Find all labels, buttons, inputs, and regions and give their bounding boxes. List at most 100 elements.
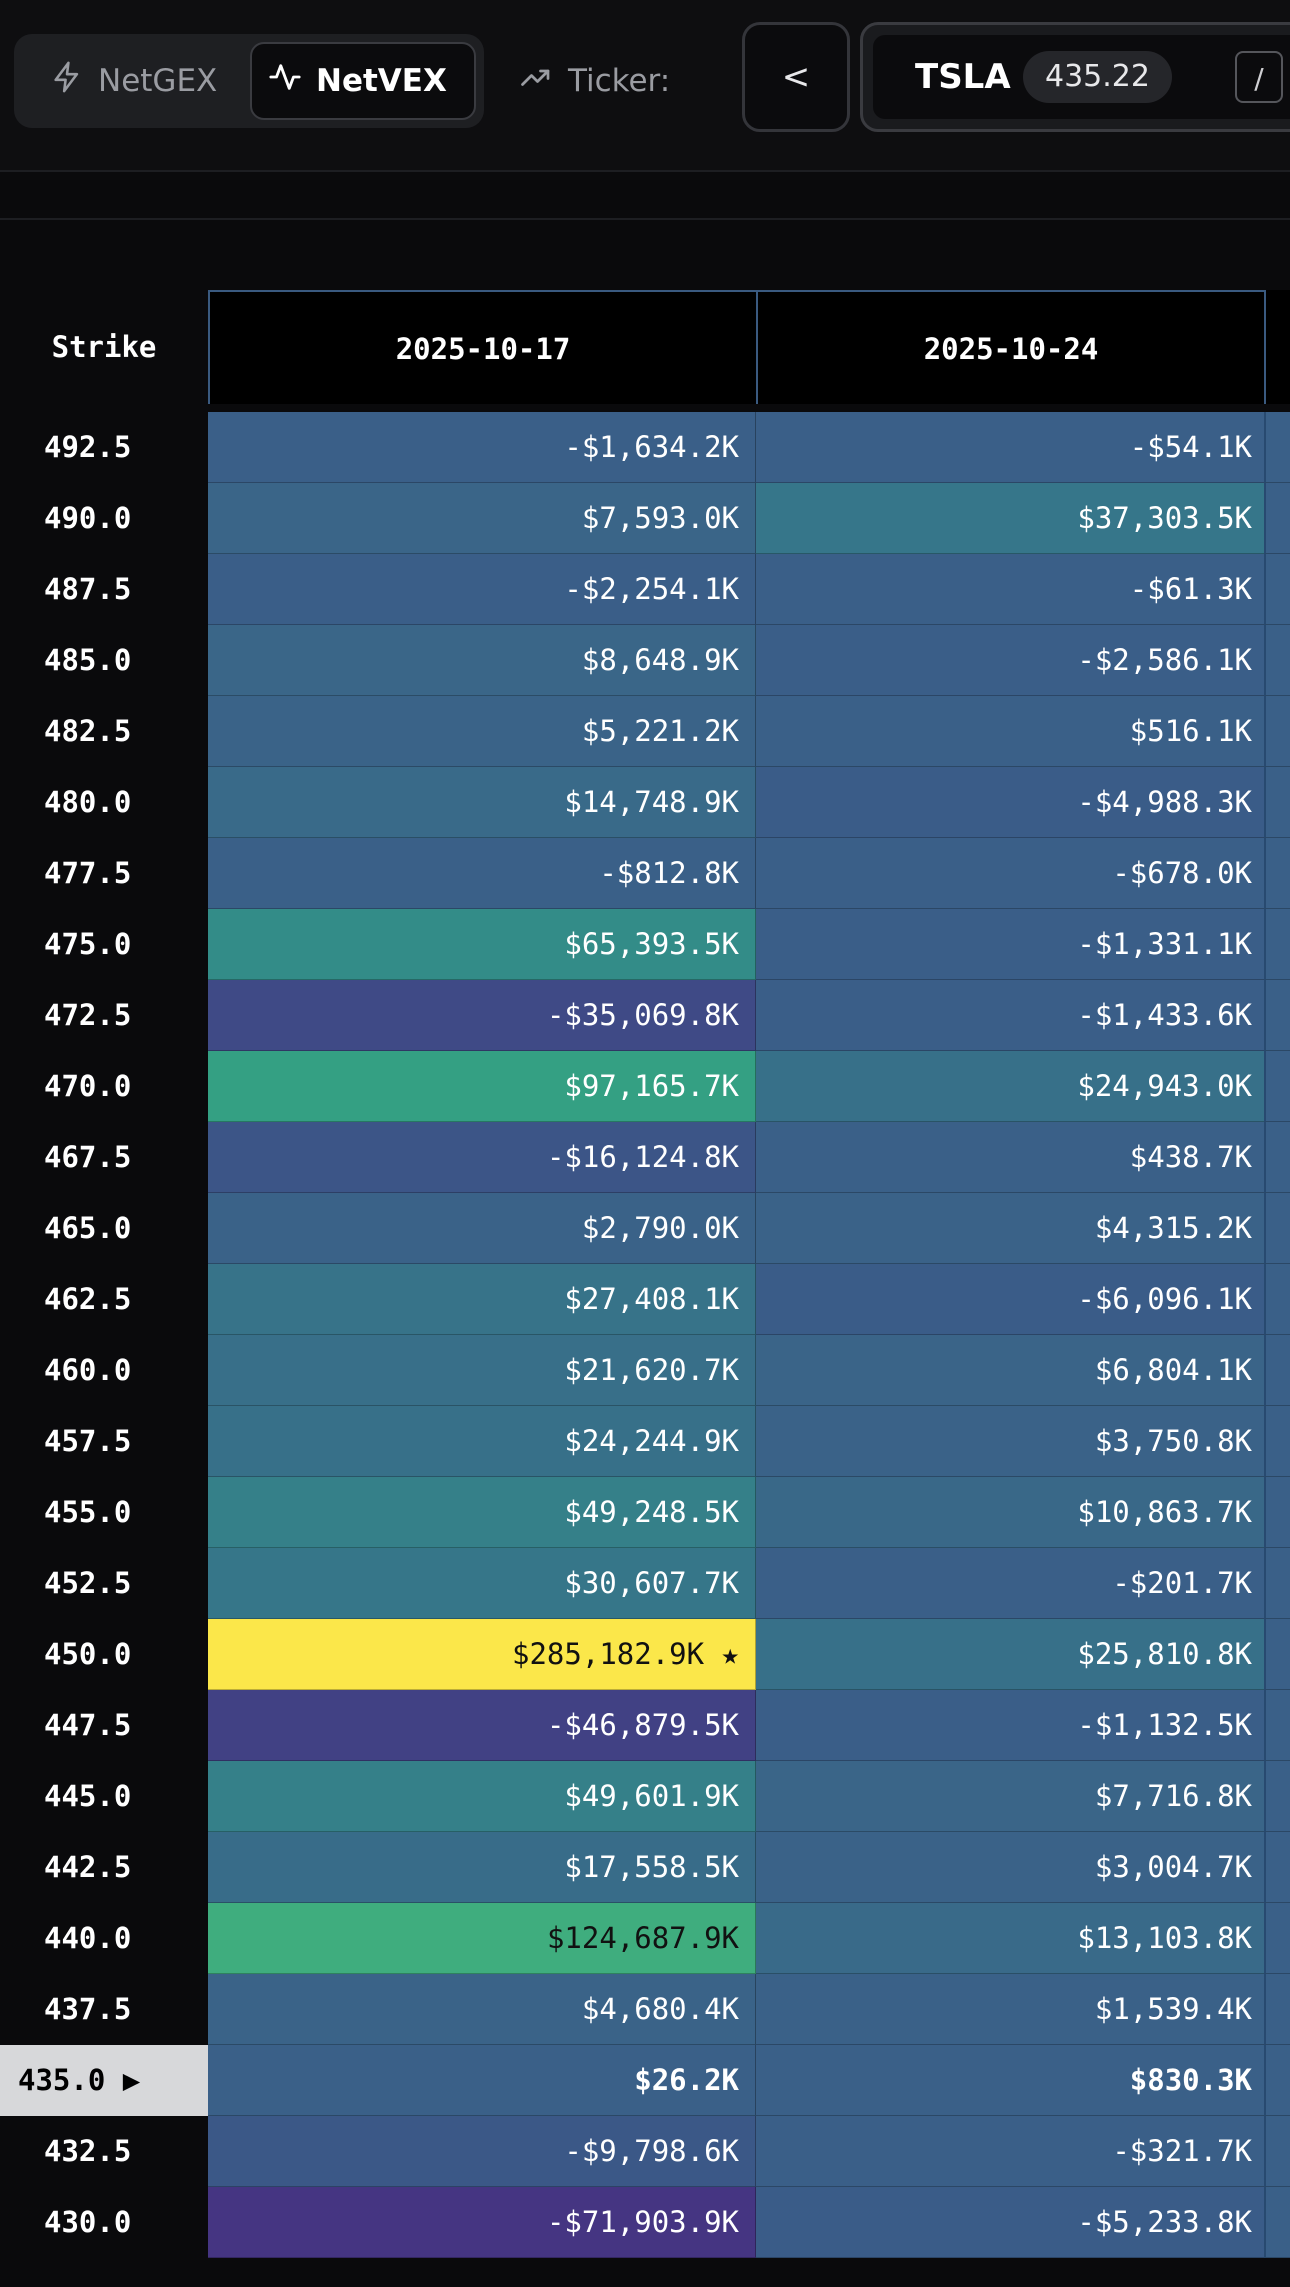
value-cell-expiry-1[interactable]: $24,244.9K <box>208 1406 756 1477</box>
value-cell-expiry-2[interactable]: $1,539.4K <box>756 1974 1264 2045</box>
value-cell-expiry-2[interactable]: $10,863.7K <box>756 1477 1264 1548</box>
value-cell-expiry-1[interactable]: $285,182.9K ★ <box>208 1619 756 1690</box>
netvex-button[interactable]: NetVEX <box>250 42 476 120</box>
value-cell-expiry-2[interactable]: $13,103.8K <box>756 1903 1264 1974</box>
strike-cell: 490.0 <box>0 483 208 554</box>
value-cell-expiry-2[interactable]: -$5,233.8K <box>756 2187 1264 2258</box>
trending-up-icon <box>518 59 554 103</box>
metric-toggle: NetGEX NetVEX <box>14 34 484 128</box>
value-cell-expiry-3[interactable] <box>1264 625 1290 696</box>
value-cell-expiry-3[interactable] <box>1264 2116 1290 2187</box>
value-cell-expiry-1[interactable]: $124,687.9K <box>208 1903 756 1974</box>
value-cell-expiry-3[interactable] <box>1264 1335 1290 1406</box>
value-cell-expiry-2[interactable]: $516.1K <box>756 696 1264 767</box>
value-cell-expiry-1[interactable]: -$16,124.8K <box>208 1122 756 1193</box>
value-cell-expiry-2[interactable]: $3,750.8K <box>756 1406 1264 1477</box>
table-row: 485.0 $8,648.9K -$2,586.1K <box>0 625 1290 696</box>
value-cell-expiry-1[interactable]: $8,648.9K <box>208 625 756 696</box>
value-cell-expiry-3[interactable] <box>1264 1193 1290 1264</box>
value-cell-expiry-3[interactable] <box>1264 980 1290 1051</box>
value-cell-expiry-3[interactable] <box>1264 1264 1290 1335</box>
value-cell-expiry-2[interactable]: -$4,988.3K <box>756 767 1264 838</box>
column-header-expiry-3[interactable] <box>1264 290 1290 404</box>
value-cell-expiry-3[interactable] <box>1264 696 1290 767</box>
value-cell-expiry-3[interactable] <box>1264 2045 1290 2116</box>
value-cell-expiry-2[interactable]: $3,004.7K <box>756 1832 1264 1903</box>
value-cell-expiry-1[interactable]: $7,593.0K <box>208 483 756 554</box>
value-cell-expiry-2[interactable]: $830.3K <box>756 2045 1264 2116</box>
strike-cell: 470.0 <box>0 1051 208 1122</box>
value-cell-expiry-1[interactable]: $27,408.1K <box>208 1264 756 1335</box>
value-cell-expiry-3[interactable] <box>1264 838 1290 909</box>
value-cell-expiry-1[interactable]: $97,165.7K <box>208 1051 756 1122</box>
value-cell-expiry-1[interactable]: -$46,879.5K <box>208 1690 756 1761</box>
value-cell-expiry-2[interactable]: -$1,433.6K <box>756 980 1264 1051</box>
value-cell-expiry-2[interactable]: -$2,586.1K <box>756 625 1264 696</box>
value-cell-expiry-3[interactable] <box>1264 1406 1290 1477</box>
value-cell-expiry-3[interactable] <box>1264 1548 1290 1619</box>
strike-cell: 462.5 <box>0 1264 208 1335</box>
column-header-expiry-1[interactable]: 2025-10-17 <box>208 290 756 404</box>
value-cell-expiry-1[interactable]: -$2,254.1K <box>208 554 756 625</box>
value-cell-expiry-2[interactable]: $25,810.8K <box>756 1619 1264 1690</box>
value-cell-expiry-3[interactable] <box>1264 1122 1290 1193</box>
value-cell-expiry-3[interactable] <box>1264 767 1290 838</box>
value-cell-expiry-3[interactable] <box>1264 554 1290 625</box>
value-cell-expiry-1[interactable]: $30,607.7K <box>208 1548 756 1619</box>
value-cell-expiry-2[interactable]: -$678.0K <box>756 838 1264 909</box>
value-cell-expiry-1[interactable]: $21,620.7K <box>208 1335 756 1406</box>
value-cell-expiry-1[interactable]: -$9,798.6K <box>208 2116 756 2187</box>
value-cell-expiry-2[interactable]: $6,804.1K <box>756 1335 1264 1406</box>
value-cell-expiry-1[interactable]: $14,748.9K <box>208 767 756 838</box>
value-cell-expiry-1[interactable]: $17,558.5K <box>208 1832 756 1903</box>
value-cell-expiry-2[interactable]: -$6,096.1K <box>756 1264 1264 1335</box>
value-cell-expiry-3[interactable] <box>1264 1619 1290 1690</box>
strike-cell: 445.0 <box>0 1761 208 1832</box>
value-cell-expiry-3[interactable] <box>1264 1974 1290 2045</box>
value-cell-expiry-2[interactable]: -$54.1K <box>756 412 1264 483</box>
strike-cell: 432.5 <box>0 2116 208 2187</box>
value-cell-expiry-2[interactable]: $4,315.2K <box>756 1193 1264 1264</box>
value-cell-expiry-3[interactable] <box>1264 1051 1290 1122</box>
column-header-strike[interactable]: Strike <box>0 290 208 404</box>
netgex-button[interactable]: NetGEX <box>34 42 244 120</box>
value-cell-expiry-1[interactable]: -$35,069.8K <box>208 980 756 1051</box>
table-row: 460.0 $21,620.7K $6,804.1K <box>0 1335 1290 1406</box>
value-cell-expiry-2[interactable]: $24,943.0K <box>756 1051 1264 1122</box>
value-cell-expiry-2[interactable]: -$1,331.1K <box>756 909 1264 980</box>
ticker-search[interactable]: TSLA 435.22 / <box>860 22 1290 132</box>
value-cell-expiry-2[interactable]: -$201.7K <box>756 1548 1264 1619</box>
value-cell-expiry-1[interactable]: $49,601.9K <box>208 1761 756 1832</box>
value-cell-expiry-3[interactable] <box>1264 1832 1290 1903</box>
value-cell-expiry-3[interactable] <box>1264 2187 1290 2258</box>
value-cell-expiry-1[interactable]: -$1,634.2K <box>208 412 756 483</box>
value-cell-expiry-1[interactable]: $4,680.4K <box>208 1974 756 2045</box>
table-row: 455.0 $49,248.5K $10,863.7K <box>0 1477 1290 1548</box>
table-row: 445.0 $49,601.9K $7,716.8K <box>0 1761 1290 1832</box>
ticker-search-inner[interactable]: TSLA 435.22 / <box>873 35 1290 119</box>
value-cell-expiry-1[interactable]: -$71,903.9K <box>208 2187 756 2258</box>
value-cell-expiry-1[interactable]: $2,790.0K <box>208 1193 756 1264</box>
value-cell-expiry-2[interactable]: -$1,132.5K <box>756 1690 1264 1761</box>
column-header-expiry-2[interactable]: 2025-10-24 <box>756 290 1264 404</box>
value-cell-expiry-1[interactable]: $65,393.5K <box>208 909 756 980</box>
table-row: 430.0 -$71,903.9K -$5,233.8K <box>0 2187 1290 2258</box>
value-cell-expiry-3[interactable] <box>1264 1477 1290 1548</box>
value-cell-expiry-2[interactable]: $37,303.5K <box>756 483 1264 554</box>
value-cell-expiry-3[interactable] <box>1264 412 1290 483</box>
value-cell-expiry-2[interactable]: $7,716.8K <box>756 1761 1264 1832</box>
value-cell-expiry-2[interactable]: -$61.3K <box>756 554 1264 625</box>
value-cell-expiry-1[interactable]: $26.2K <box>208 2045 756 2116</box>
value-cell-expiry-2[interactable]: -$321.7K <box>756 2116 1264 2187</box>
value-cell-expiry-3[interactable] <box>1264 1903 1290 1974</box>
previous-ticker-button[interactable]: < <box>742 22 850 132</box>
value-cell-expiry-3[interactable] <box>1264 483 1290 554</box>
value-cell-expiry-1[interactable]: -$812.8K <box>208 838 756 909</box>
table-row: 470.0 $97,165.7K $24,943.0K <box>0 1051 1290 1122</box>
value-cell-expiry-1[interactable]: $5,221.2K <box>208 696 756 767</box>
value-cell-expiry-3[interactable] <box>1264 1761 1290 1832</box>
value-cell-expiry-3[interactable] <box>1264 909 1290 980</box>
value-cell-expiry-1[interactable]: $49,248.5K <box>208 1477 756 1548</box>
value-cell-expiry-3[interactable] <box>1264 1690 1290 1761</box>
value-cell-expiry-2[interactable]: $438.7K <box>756 1122 1264 1193</box>
